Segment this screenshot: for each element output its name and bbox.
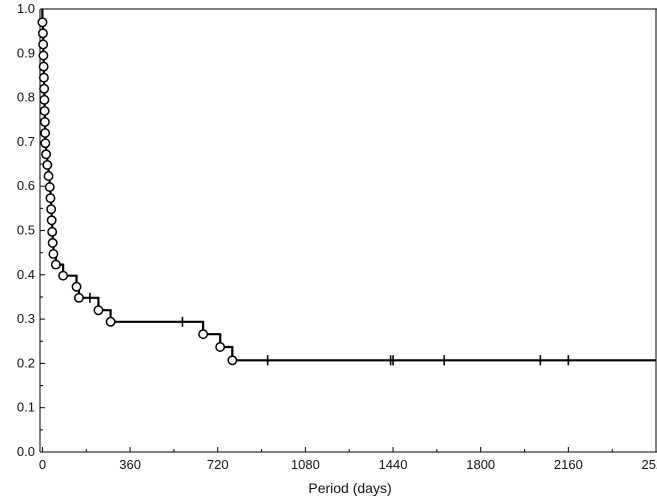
event-marker: [38, 39, 49, 50]
event-marker: [38, 72, 49, 83]
x-tick-label: 2520: [642, 457, 657, 472]
y-tick-label: 0.3: [17, 311, 35, 326]
x-tick-label: 720: [207, 457, 229, 472]
event-marker: [40, 128, 51, 138]
y-tick-label: 0.6: [17, 178, 35, 193]
event-marker: [74, 292, 84, 303]
event-marker: [43, 171, 54, 181]
event-marker: [38, 50, 49, 61]
event-marker: [198, 329, 209, 340]
event-marker: [45, 193, 56, 204]
event-marker: [71, 281, 82, 292]
x-tick-label: 360: [119, 457, 141, 472]
series-layer: [37, 9, 656, 366]
event-marker: [93, 305, 104, 316]
survival-step-line: [41, 9, 656, 362]
y-tick-label: 0.5: [17, 223, 35, 238]
x-tick-label: 2160: [554, 457, 583, 472]
event-marker: [105, 316, 116, 327]
event-marker: [41, 149, 52, 160]
event-marker: [38, 61, 49, 72]
y-tick-label: 0.9: [17, 45, 35, 60]
x-axis-title: Period (days): [308, 480, 391, 496]
y-tick-label: 0.1: [17, 400, 35, 415]
event-marker: [48, 249, 59, 259]
x-tick-label: 1440: [379, 457, 408, 472]
event-marker: [50, 259, 61, 270]
event-marker: [44, 182, 55, 193]
event-marker: [39, 83, 50, 94]
x-axis: 0 360 720 1080 1440 1800 2160 2520: [39, 447, 657, 472]
y-tick-label: 0.2: [17, 355, 35, 370]
y-tick-label: 0.8: [17, 90, 35, 105]
event-marker: [47, 237, 58, 248]
event-marker: [46, 204, 57, 215]
event-marker: [39, 105, 50, 116]
x-tick-label: 1800: [466, 457, 495, 472]
y-tick-label: 0.7: [17, 134, 35, 149]
event-marker: [37, 17, 48, 28]
y-tick-label: 0.4: [17, 267, 35, 282]
event-marker: [46, 215, 57, 226]
y-tick-label: 1.0: [17, 1, 35, 16]
event-marker: [39, 117, 50, 127]
event-marker: [47, 226, 58, 237]
event-marker: [40, 138, 51, 149]
event-marker: [227, 355, 238, 366]
event-marker: [37, 28, 48, 39]
x-tick-label: 0: [39, 457, 46, 472]
y-tick-label: 0.0: [17, 444, 35, 459]
event-marker: [215, 342, 226, 352]
event-marker: [42, 159, 53, 170]
x-tick-label: 1080: [291, 457, 320, 472]
plot-frame: [39, 8, 657, 453]
event-marker: [58, 270, 69, 281]
event-marker: [39, 94, 50, 105]
